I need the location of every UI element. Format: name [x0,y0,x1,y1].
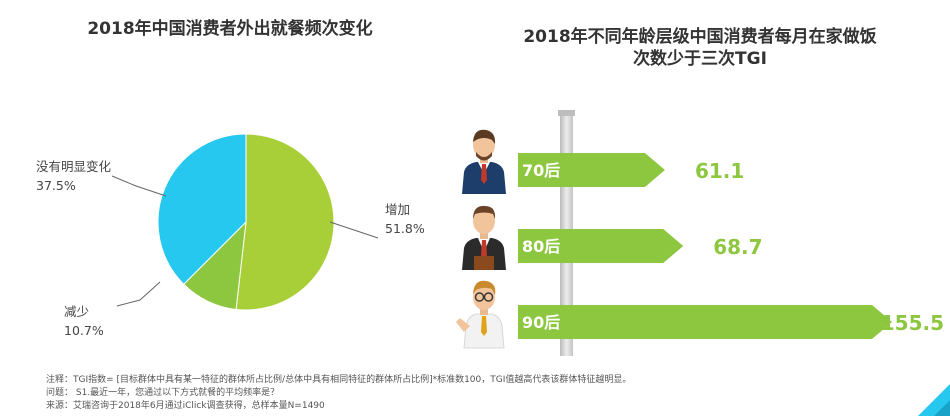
footnote-source: 来源：艾瑞咨询于2018年6月通过iClick调查获得，总样本量N=1490 [46,401,325,411]
bar-category-label: 70后 [522,161,560,180]
pie-slice-no-change [157,133,247,285]
slice-name-no-change: 没有明显变化 [36,159,112,174]
footnotes: 注释：TGI指数= [目标群体中具有某一特征的群体所占比例/总体中具有相同特征的… [46,374,631,413]
pie-label-decrease: 减少 10.7% [64,302,104,340]
footnote-question: 问题： S1.最近一年，您通过以下方式就餐的平均频率是？ [46,388,280,398]
bar-category-label: 80后 [522,237,560,256]
bar-value-label: 155.5 [881,311,944,335]
avatar-80s-icon [462,205,506,270]
bar-value-label: 61.1 [695,159,744,183]
footnote-tgi: 注释：TGI指数= [目标群体中具有某一特征的群体所占比例/总体中具有相同特征的… [46,375,632,385]
leader-line-decrease [116,281,161,307]
pie-label-increase: 增加 51.8% [385,200,425,238]
pie-label-no-change: 没有明显变化 37.5% [36,157,111,195]
divider-post-cap [558,110,575,116]
slice-name-decrease: 减少 [64,304,90,319]
slice-value-increase: 51.8% [385,221,425,236]
avatar-90s-icon [456,280,505,349]
bar-70后 [518,153,665,187]
leader-line-nochange [111,175,167,197]
leader-line-increase [329,221,379,239]
corner-decoration [918,384,950,416]
pie-slice-increase [235,133,335,311]
bar-category-label: 90后 [522,313,560,332]
avatar-70s-icon [462,129,506,194]
bar-90后 [518,305,892,339]
slice-value-no-change: 37.5% [36,178,76,193]
tgi-title-line-2: 次数少于三次TGI [633,49,767,69]
bar-value-label: 68.7 [713,235,762,259]
pie-chart-title: 2018年中国消费者外出就餐频次变化 [87,19,373,39]
tgi-title-line-1: 2018年不同年龄层级中国消费者每月在家做饭 [523,27,877,47]
slice-name-increase: 增加 [385,202,411,217]
tgi-chart-title: 2018年不同年龄层级中国消费者每月在家做饭 次数少于三次TGI [490,26,910,70]
bar-80后 [518,229,684,263]
slice-value-decrease: 10.7% [64,323,104,338]
